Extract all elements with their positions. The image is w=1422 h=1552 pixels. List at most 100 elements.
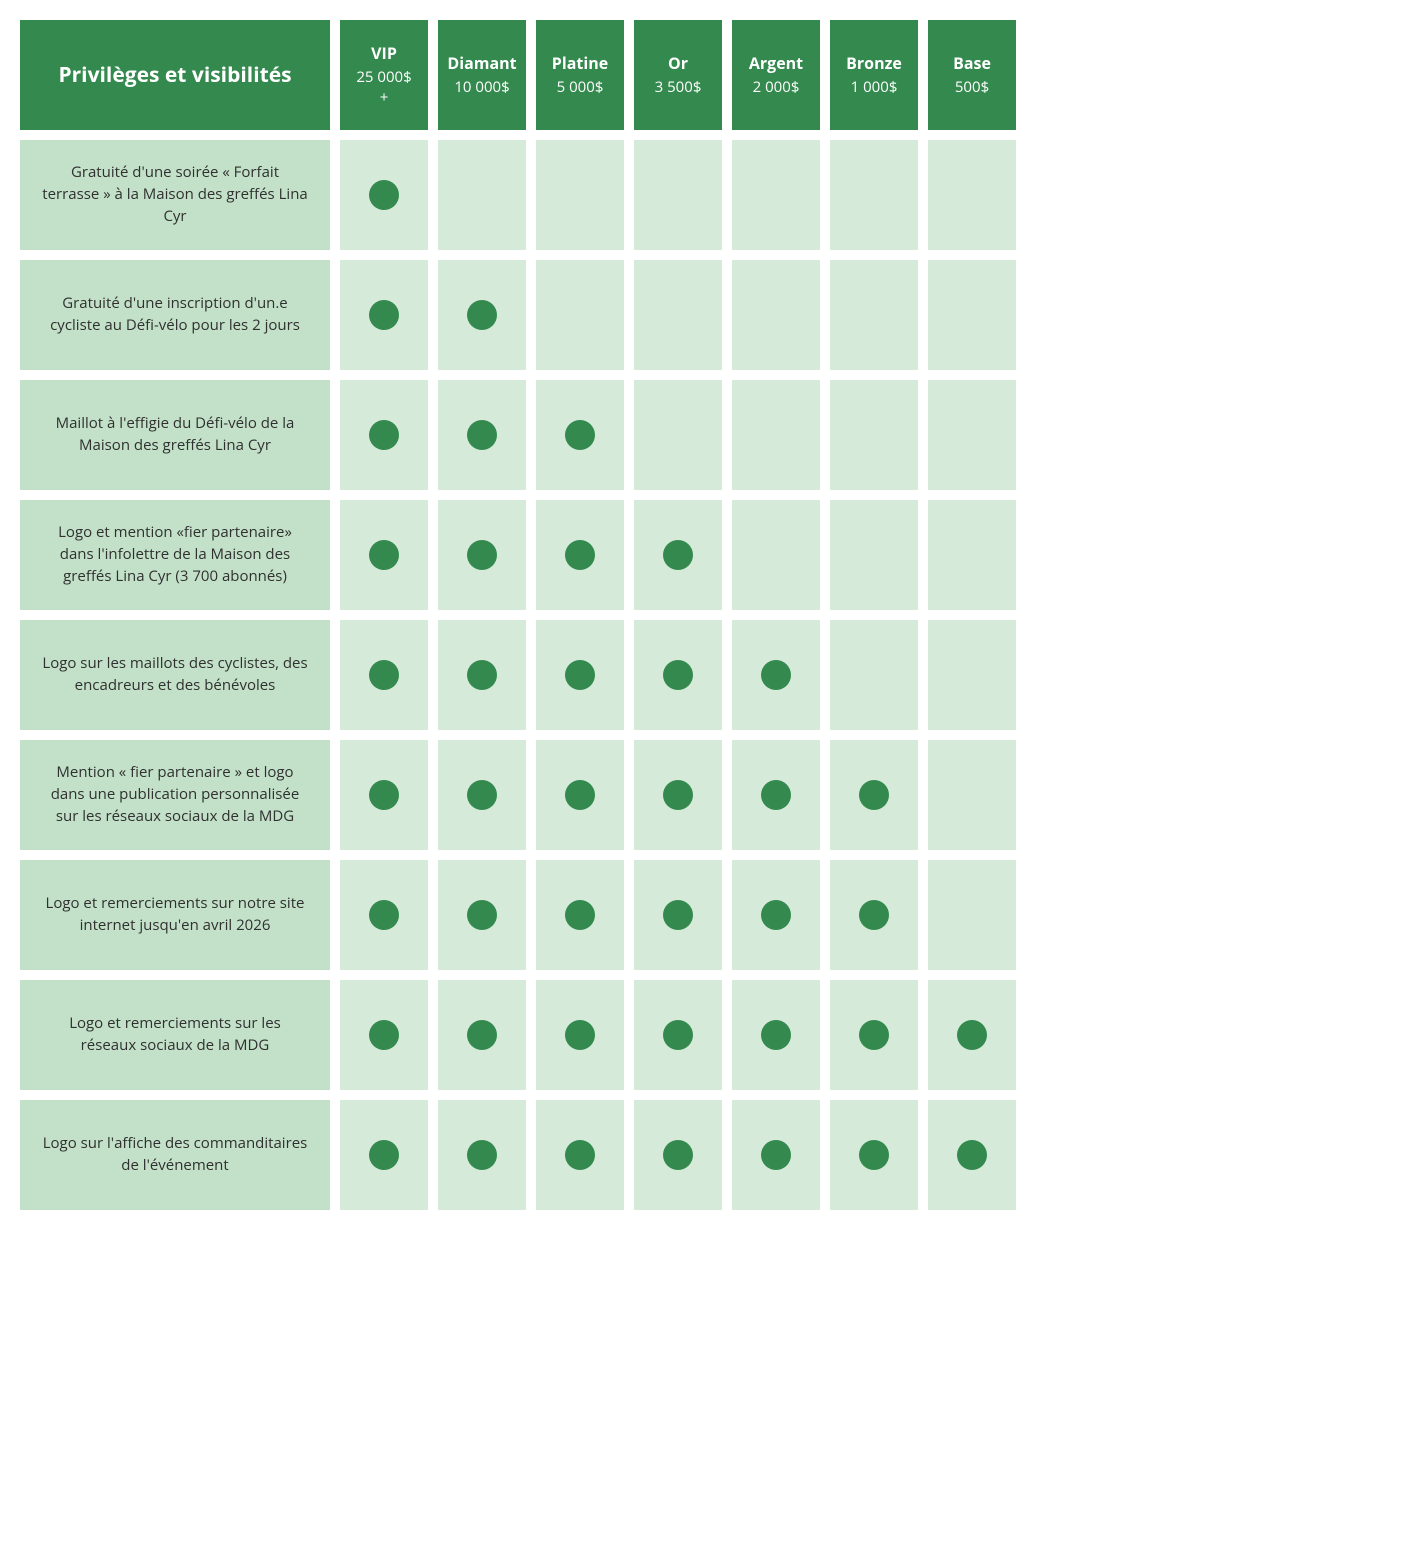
- inclusion-cell: [830, 260, 918, 370]
- inclusion-cell: [830, 1100, 918, 1210]
- inclusion-cell: [928, 620, 1016, 730]
- included-dot-icon: [467, 420, 497, 450]
- inclusion-cell: [634, 500, 722, 610]
- privilege-label: Logo et remerciements sur les réseaux so…: [20, 980, 330, 1090]
- inclusion-cell: [928, 1100, 1016, 1210]
- privilege-label: Gratuité d'une inscription d'un.e cyclis…: [20, 260, 330, 370]
- included-dot-icon: [859, 900, 889, 930]
- privilege-label: Gratuité d'une soirée « Forfait terrasse…: [20, 140, 330, 250]
- inclusion-cell: [732, 380, 820, 490]
- tier-header-or: Or3 500$: [634, 20, 722, 130]
- inclusion-cell: [536, 1100, 624, 1210]
- included-dot-icon: [859, 1020, 889, 1050]
- inclusion-cell: [438, 740, 526, 850]
- tier-name: Bronze: [846, 53, 902, 75]
- tier-price: 2 000$: [753, 77, 800, 97]
- included-dot-icon: [663, 780, 693, 810]
- tier-name: Or: [668, 53, 688, 75]
- included-dot-icon: [565, 660, 595, 690]
- inclusion-cell: [928, 860, 1016, 970]
- inclusion-cell: [536, 860, 624, 970]
- included-dot-icon: [761, 1140, 791, 1170]
- inclusion-cell: [340, 620, 428, 730]
- inclusion-cell: [732, 1100, 820, 1210]
- sponsorship-table: Privilèges et visibilitésVIP25 000$ +Dia…: [20, 20, 1402, 1210]
- inclusion-cell: [928, 980, 1016, 1090]
- inclusion-cell: [536, 980, 624, 1090]
- included-dot-icon: [859, 780, 889, 810]
- inclusion-cell: [438, 140, 526, 250]
- inclusion-cell: [536, 380, 624, 490]
- tier-price: 5 000$: [557, 77, 604, 97]
- included-dot-icon: [663, 660, 693, 690]
- inclusion-cell: [438, 620, 526, 730]
- included-dot-icon: [565, 780, 595, 810]
- inclusion-cell: [732, 500, 820, 610]
- inclusion-cell: [732, 620, 820, 730]
- tier-header-diamant: Diamant10 000$: [438, 20, 526, 130]
- included-dot-icon: [565, 420, 595, 450]
- inclusion-cell: [340, 740, 428, 850]
- inclusion-cell: [438, 260, 526, 370]
- tier-header-base: Base500$: [928, 20, 1016, 130]
- privilege-label: Mention « fier partenaire » et logo dans…: [20, 740, 330, 850]
- included-dot-icon: [369, 180, 399, 210]
- included-dot-icon: [957, 1140, 987, 1170]
- included-dot-icon: [663, 1020, 693, 1050]
- inclusion-cell: [438, 860, 526, 970]
- tier-price: 500$: [955, 77, 989, 97]
- inclusion-cell: [438, 1100, 526, 1210]
- included-dot-icon: [663, 1140, 693, 1170]
- inclusion-cell: [928, 500, 1016, 610]
- inclusion-cell: [928, 260, 1016, 370]
- included-dot-icon: [565, 1140, 595, 1170]
- tier-header-vip: VIP25 000$ +: [340, 20, 428, 130]
- inclusion-cell: [536, 740, 624, 850]
- included-dot-icon: [369, 1140, 399, 1170]
- inclusion-cell: [830, 740, 918, 850]
- inclusion-cell: [732, 140, 820, 250]
- inclusion-cell: [830, 500, 918, 610]
- inclusion-cell: [340, 1100, 428, 1210]
- included-dot-icon: [369, 300, 399, 330]
- tier-name: VIP: [371, 43, 397, 65]
- inclusion-cell: [928, 380, 1016, 490]
- inclusion-cell: [634, 1100, 722, 1210]
- privilege-label: Logo et mention «fier partenaire» dans l…: [20, 500, 330, 610]
- inclusion-cell: [732, 740, 820, 850]
- included-dot-icon: [369, 660, 399, 690]
- included-dot-icon: [663, 900, 693, 930]
- tier-price: 3 500$: [655, 77, 702, 97]
- included-dot-icon: [467, 780, 497, 810]
- inclusion-cell: [340, 380, 428, 490]
- inclusion-cell: [634, 620, 722, 730]
- included-dot-icon: [565, 1020, 595, 1050]
- inclusion-cell: [634, 380, 722, 490]
- privilege-label: Logo et remerciements sur notre site int…: [20, 860, 330, 970]
- inclusion-cell: [340, 140, 428, 250]
- inclusion-cell: [340, 980, 428, 1090]
- header-title: Privilèges et visibilités: [58, 61, 291, 89]
- included-dot-icon: [369, 1020, 399, 1050]
- tier-price: 25 000$ +: [354, 67, 414, 108]
- tier-name: Platine: [552, 53, 608, 75]
- inclusion-cell: [830, 860, 918, 970]
- included-dot-icon: [369, 780, 399, 810]
- inclusion-cell: [536, 620, 624, 730]
- included-dot-icon: [467, 540, 497, 570]
- included-dot-icon: [467, 900, 497, 930]
- inclusion-cell: [928, 140, 1016, 250]
- inclusion-cell: [634, 140, 722, 250]
- inclusion-cell: [634, 260, 722, 370]
- inclusion-cell: [928, 740, 1016, 850]
- inclusion-cell: [536, 500, 624, 610]
- inclusion-cell: [732, 980, 820, 1090]
- inclusion-cell: [536, 260, 624, 370]
- included-dot-icon: [957, 1020, 987, 1050]
- inclusion-cell: [438, 500, 526, 610]
- included-dot-icon: [761, 900, 791, 930]
- privilege-label: Maillot à l'effigie du Défi-vélo de la M…: [20, 380, 330, 490]
- included-dot-icon: [467, 300, 497, 330]
- inclusion-cell: [634, 980, 722, 1090]
- included-dot-icon: [369, 540, 399, 570]
